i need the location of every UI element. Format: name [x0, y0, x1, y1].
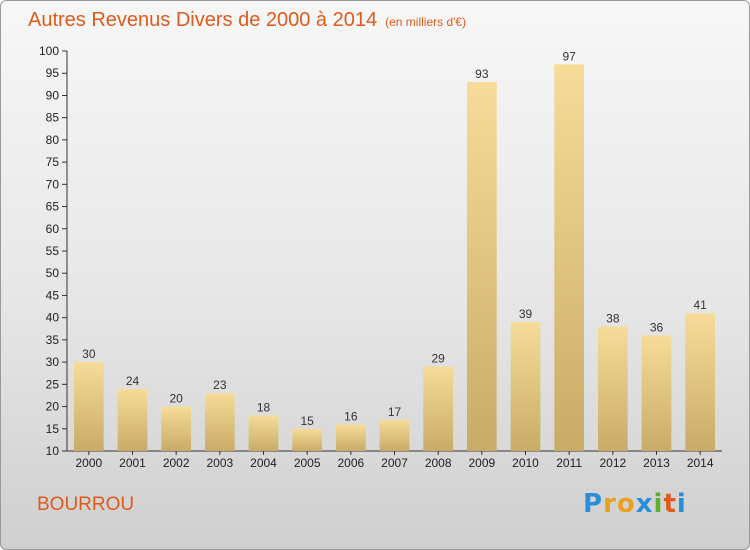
y-tick-label: 60 — [46, 222, 60, 236]
data-label-2004: 18 — [257, 400, 271, 414]
logo-letter: P — [583, 489, 604, 519]
y-tick-label: 95 — [46, 66, 60, 80]
data-label-2000: 30 — [82, 347, 96, 361]
logo-letter: r — [603, 489, 617, 519]
x-tick-label-2007: 2007 — [381, 456, 408, 470]
bar-2010 — [510, 322, 541, 451]
logo-letter: x — [635, 489, 654, 519]
data-label-2010: 39 — [519, 307, 533, 321]
bar-2005 — [292, 428, 323, 451]
data-label-2006: 16 — [344, 409, 358, 423]
data-label-2003: 23 — [213, 378, 227, 392]
bar-2001 — [117, 388, 148, 451]
x-tick-label-2014: 2014 — [687, 456, 714, 470]
y-tick-label: 100 — [39, 44, 59, 58]
x-tick-label-2005: 2005 — [294, 456, 321, 470]
logo-letter: i — [676, 489, 687, 519]
data-label-2002: 20 — [169, 392, 183, 406]
data-label-2009: 93 — [475, 67, 489, 81]
y-tick-label: 55 — [46, 244, 60, 258]
bar-2006 — [335, 424, 366, 451]
x-tick-label-2010: 2010 — [512, 456, 539, 470]
y-tick-label: 15 — [46, 422, 60, 436]
x-axis: 2000 2001 2002 2003 2004 2005 2006 2007 2008 2009… — [67, 450, 722, 470]
y-tick-label: 85 — [46, 111, 60, 125]
data-labels: 30 24 20 23 18 15 16 17 29 93 39 97 38 36 41 — [82, 49, 707, 427]
logo-letter: i — [653, 489, 664, 519]
data-label-2007: 17 — [388, 405, 402, 419]
data-label-2001: 24 — [126, 374, 140, 388]
y-tick-label: 10 — [46, 444, 60, 458]
bar-2000 — [73, 362, 104, 451]
commune-name: BOURROU — [37, 494, 135, 515]
bar-2002 — [161, 406, 192, 451]
y-tick-label: 80 — [46, 133, 60, 147]
data-label-2008: 29 — [431, 352, 445, 366]
y-tick-label: 90 — [46, 88, 60, 102]
chart-title: Autres Revenus Divers de 2000 à 2014 (en … — [28, 9, 466, 32]
y-tick-label: 50 — [46, 266, 60, 280]
logo-letter: t — [663, 489, 677, 519]
bar-2013 — [641, 335, 672, 451]
chart-subtitle: (en milliers d'€) — [385, 15, 467, 29]
y-axis: 10 15 20 25 30 35 40 45 50 55 60 65 70 75 80 85 90 95 100 — [39, 44, 68, 458]
bars — [73, 64, 716, 452]
x-tick-label-2013: 2013 — [643, 456, 670, 470]
y-tick-label: 70 — [46, 177, 60, 191]
y-tick-label: 40 — [46, 311, 60, 325]
x-tick-label-2006: 2006 — [337, 456, 364, 470]
data-label-2014: 41 — [693, 298, 707, 312]
proxiti-logo: Proxiti — [583, 489, 687, 519]
bar-2003 — [204, 393, 235, 451]
x-tick-label-2012: 2012 — [599, 456, 626, 470]
data-label-2013: 36 — [650, 320, 664, 334]
bar-2008 — [423, 366, 454, 451]
bar-2009 — [466, 82, 497, 451]
x-tick-label-2009: 2009 — [468, 456, 495, 470]
x-tick-label-2004: 2004 — [250, 456, 277, 470]
x-tick-label-2008: 2008 — [425, 456, 452, 470]
x-tick-label-2000: 2000 — [75, 456, 102, 470]
y-tick-label: 25 — [46, 377, 60, 391]
data-label-2012: 38 — [606, 312, 620, 326]
chart-title-text: Autres Revenus Divers de 2000 à 2014 — [28, 9, 378, 31]
y-tick-label: 20 — [46, 400, 60, 414]
bar-2012 — [597, 326, 628, 451]
data-label-2011: 97 — [562, 49, 576, 63]
y-tick-label: 35 — [46, 333, 60, 347]
bar-2011 — [554, 64, 585, 452]
y-tick-label: 65 — [46, 200, 60, 214]
y-tick-label: 75 — [46, 155, 60, 169]
data-label-2005: 15 — [300, 414, 314, 428]
y-tick-label: 45 — [46, 288, 60, 302]
x-tick-label-2011: 2011 — [556, 456, 582, 470]
x-tick-label-2001: 2001 — [119, 456, 146, 470]
x-tick-label-2003: 2003 — [206, 456, 233, 470]
bar-2014 — [685, 313, 716, 451]
y-tick-label: 30 — [46, 355, 60, 369]
logo-letter: o — [616, 489, 636, 519]
bar-2004 — [248, 415, 279, 451]
x-tick-label-2002: 2002 — [163, 456, 190, 470]
bar-2007 — [379, 419, 410, 451]
